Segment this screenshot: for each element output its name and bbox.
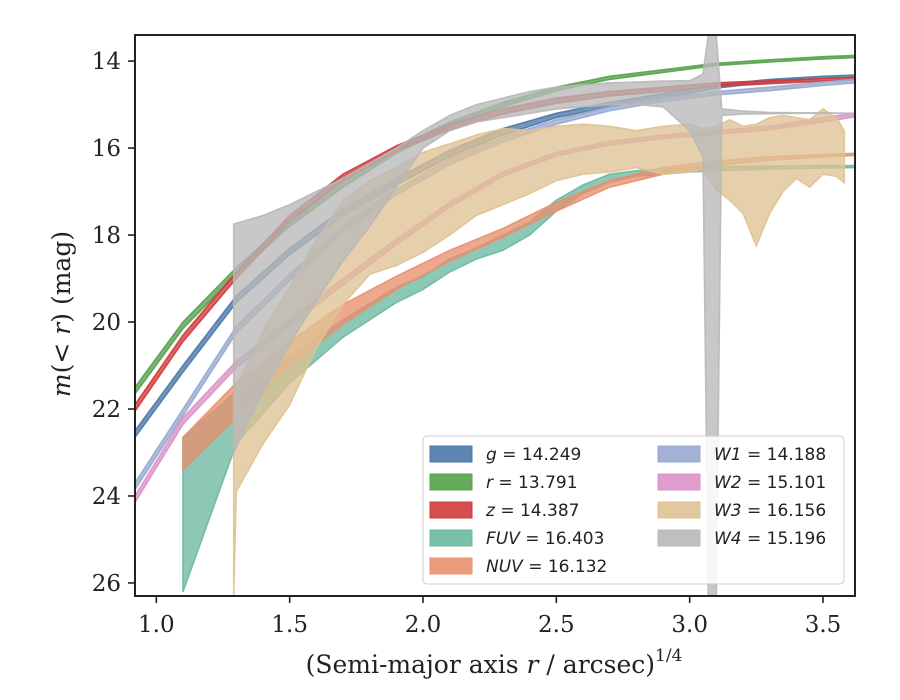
- legend-swatch-w3: [657, 501, 701, 519]
- y-axis-title-m: m: [47, 373, 76, 397]
- x-axis-title-var: r: [527, 650, 541, 679]
- x-axis-title-prefix: (Semi-major axis: [306, 650, 527, 679]
- legend-label-w1: W1 = 14.188: [714, 445, 826, 465]
- legend-swatch-nuv: [429, 557, 473, 575]
- legend-label-nuv: NUV = 16.132: [486, 557, 607, 577]
- x-tick-label: 2.5: [538, 612, 575, 638]
- legend-box: [422, 435, 845, 585]
- x-tick-label: 2.0: [405, 612, 442, 638]
- y-axis-ticks: 14 16 18 20 22 24 26: [92, 49, 135, 597]
- x-axis-title-exponent: 1/4: [655, 646, 682, 666]
- legend-swatch-w2: [657, 473, 701, 491]
- legend-label-g: g = 14.249: [486, 445, 581, 465]
- y-tick-label: 14: [92, 49, 121, 75]
- band-nuv: [182, 152, 855, 472]
- y-axis-title-open: (: [47, 364, 76, 374]
- x-tick-label: 1.0: [138, 612, 175, 638]
- legend-swatch-w1: [657, 445, 701, 463]
- x-axis-title-suffix: / arcsec): [538, 650, 655, 679]
- band-w3: [232, 107, 846, 596]
- series-bands: [135, 35, 855, 596]
- x-tick-label: 3.0: [671, 612, 708, 638]
- legend-swatch-w4: [657, 529, 701, 547]
- legend-label-r: r = 13.791: [486, 473, 578, 493]
- y-tick-label: 24: [92, 484, 121, 510]
- y-axis-title: m(< r) (mag): [47, 231, 76, 397]
- legend-swatch-g: [429, 445, 473, 463]
- y-axis-title-unit: (mag): [47, 231, 76, 313]
- x-tick-label: 1.5: [271, 612, 308, 638]
- legend-swatch-fuv: [429, 529, 473, 547]
- x-axis-ticks: 1.0 1.5 2.0 2.5 3.0 3.5: [138, 596, 841, 638]
- legend-swatch-r: [429, 473, 473, 491]
- y-tick-label: 20: [92, 310, 121, 336]
- y-tick-label: 18: [92, 223, 121, 249]
- plot-frame: [134, 34, 856, 597]
- legend: g = 14.249 r = 13.791 z = 14.387 FUV = 16.4…: [422, 435, 845, 585]
- x-axis-title: (Semi-major axis r / arcsec)1/4: [306, 646, 683, 679]
- y-axis-title-close: ): [47, 313, 76, 323]
- x-tick-label: 3.5: [805, 612, 842, 638]
- y-axis-title-r: r: [47, 321, 76, 335]
- y-tick-label: 22: [92, 397, 121, 423]
- y-tick-label: 26: [92, 571, 121, 597]
- y-tick-label: 16: [92, 136, 121, 162]
- band-w4: [232, 35, 855, 596]
- legend-label-w4: W4 = 15.196: [714, 529, 826, 549]
- legend-label-z: z = 14.387: [485, 501, 579, 521]
- legend-label-w3: W3 = 16.156: [714, 501, 826, 521]
- legend-swatch-z: [429, 501, 473, 519]
- legend-label-fuv: FUV = 16.403: [486, 529, 604, 549]
- y-axis-title-lt: <: [47, 335, 76, 364]
- legend-label-w2: W2 = 15.101: [714, 473, 826, 493]
